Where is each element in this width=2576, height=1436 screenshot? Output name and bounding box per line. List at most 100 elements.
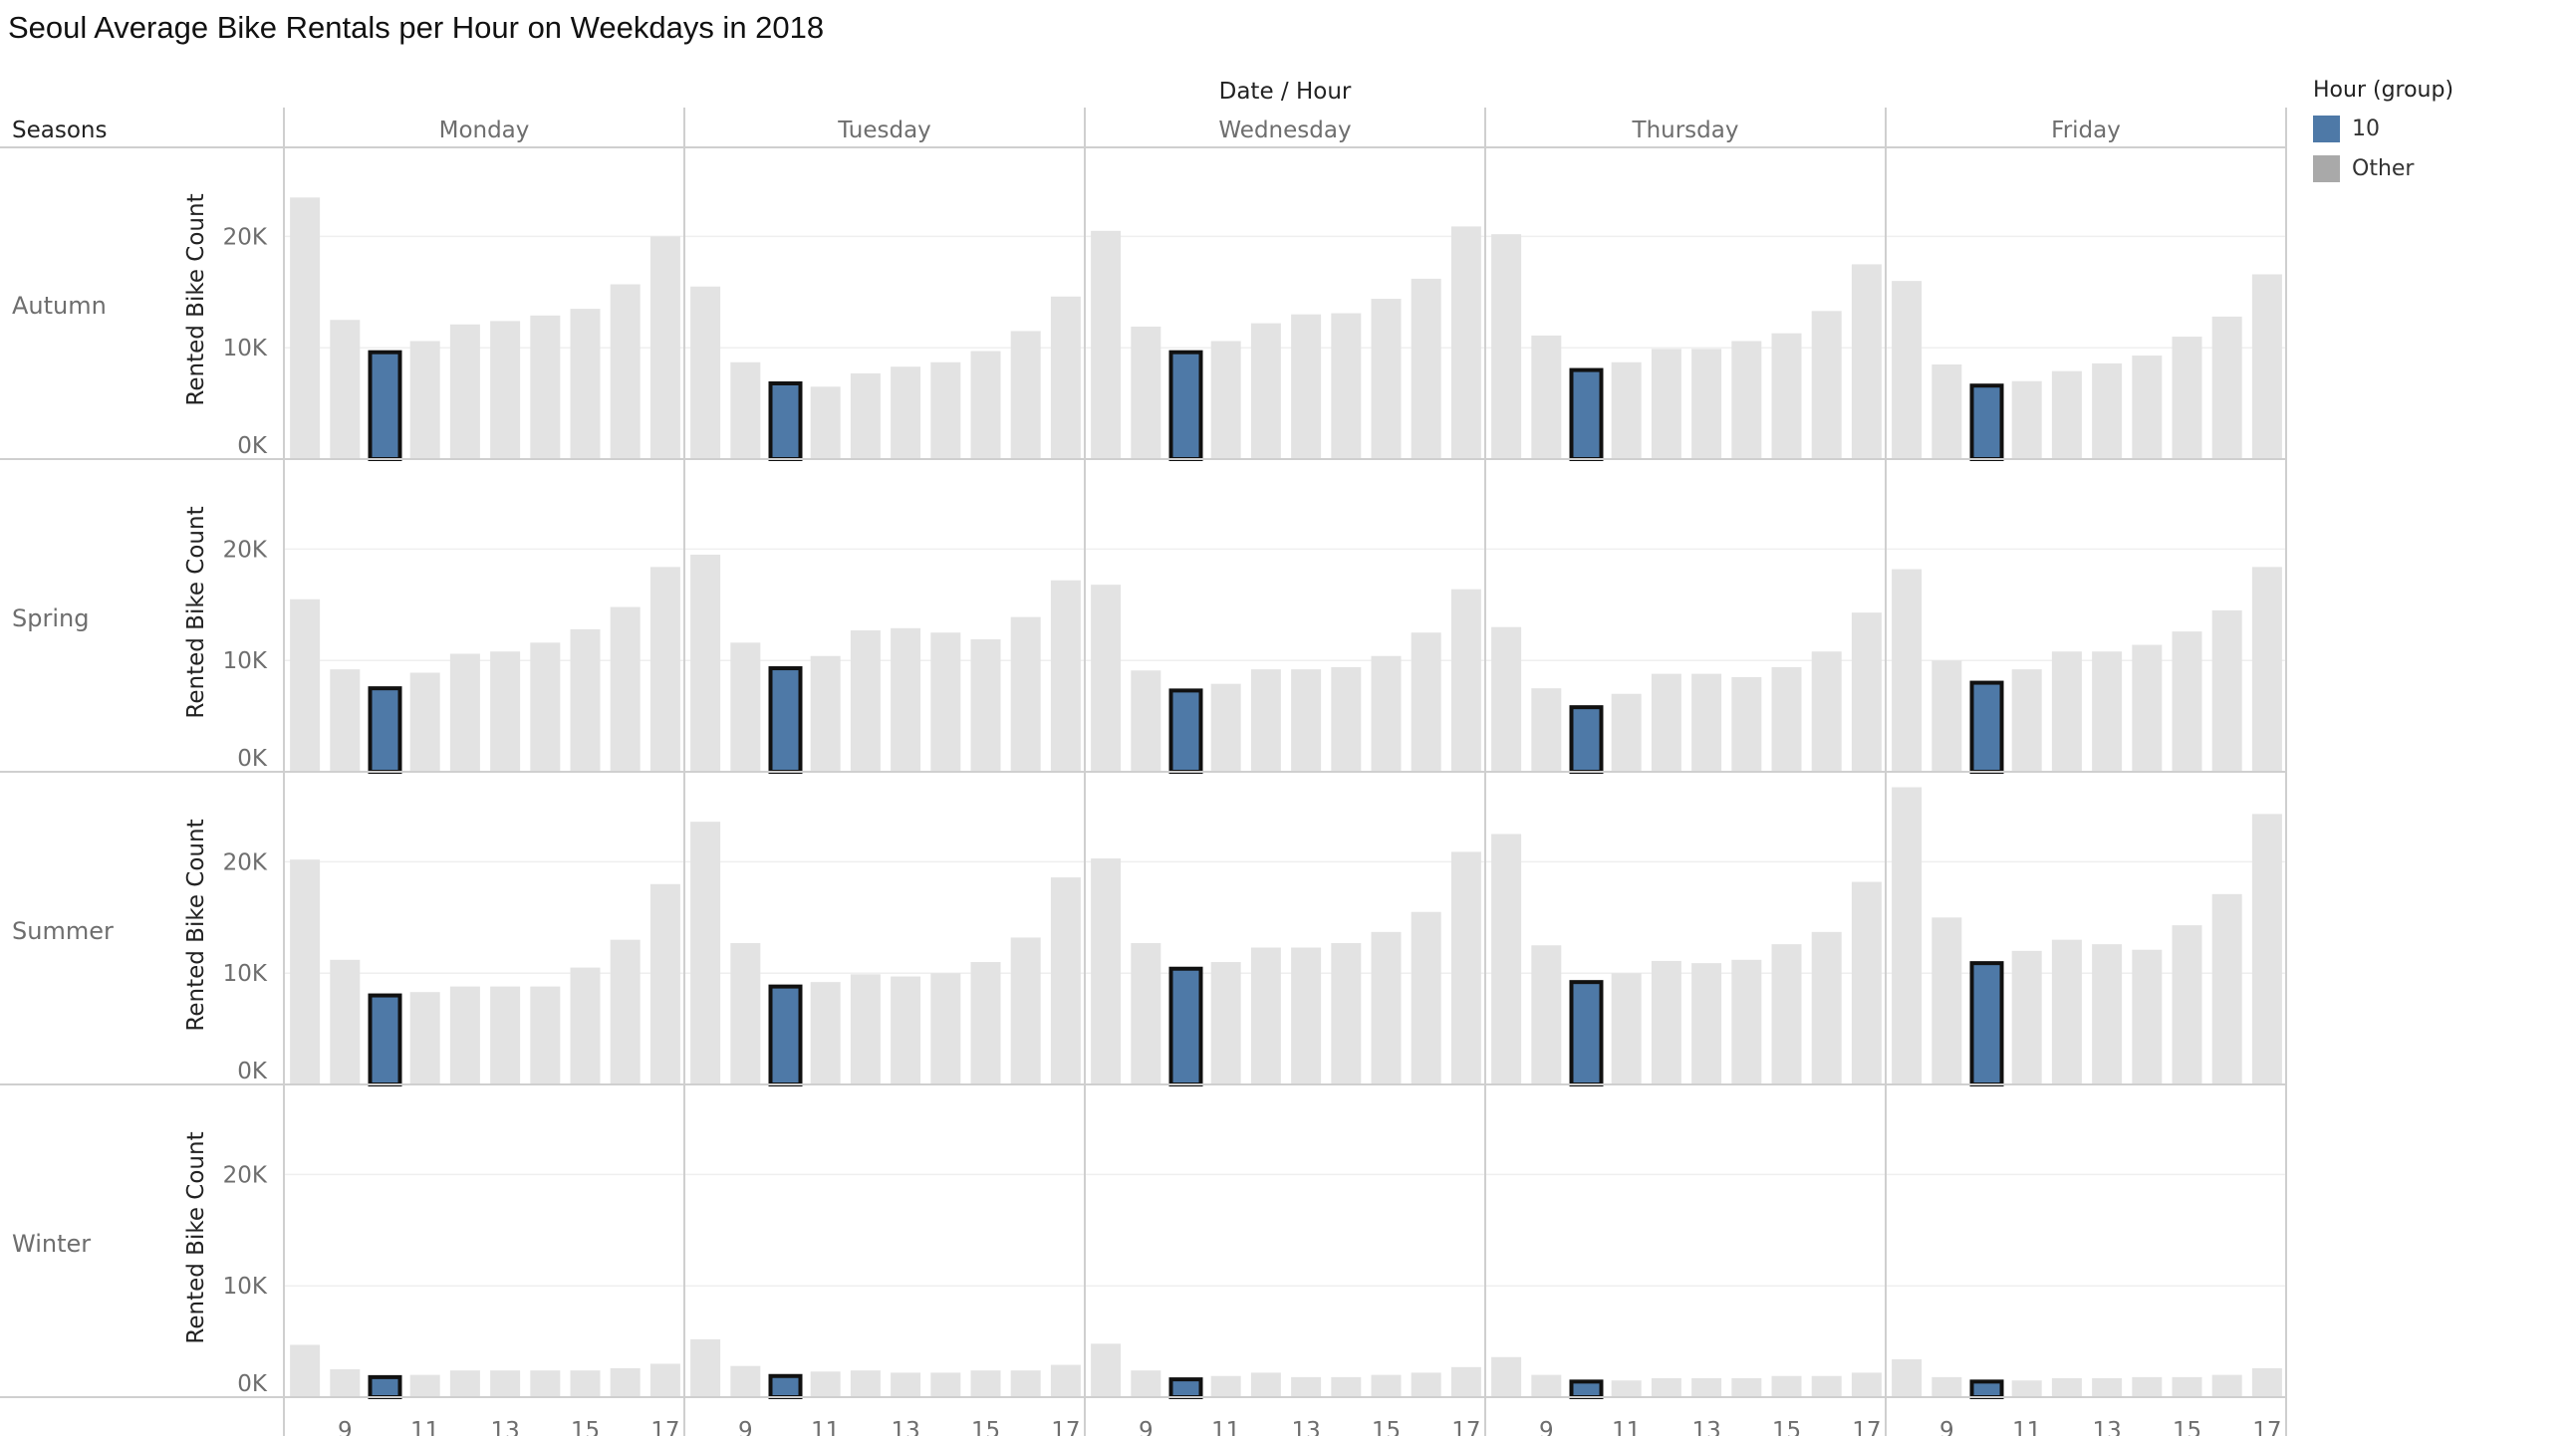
bar-summer-thursday-h9 — [1531, 945, 1562, 1084]
bar-autumn-friday-h10 — [1969, 383, 2004, 462]
bar-autumn-wednesday-h8 — [1091, 230, 1122, 459]
bar-summer-tuesday-h8 — [690, 822, 721, 1084]
legend-label-10: 10 — [2352, 116, 2380, 141]
bar-winter-tuesday-h17 — [1050, 1364, 1081, 1397]
bar-winter-friday-h14 — [2132, 1376, 2163, 1397]
x-tick-label: 13 — [490, 1418, 519, 1436]
bar-winter-wednesday-h17 — [1450, 1366, 1481, 1397]
bar-autumn-monday-h11 — [409, 341, 440, 459]
bar-winter-monday-h9 — [330, 1369, 361, 1397]
bar-summer-friday-h11 — [2011, 950, 2042, 1084]
bar-autumn-monday-h8 — [290, 197, 321, 459]
bar-spring-wednesday-h10 — [1168, 688, 1203, 774]
bar-spring-monday-h8 — [290, 598, 321, 772]
legend-title: Hour (group) — [2313, 78, 2454, 103]
bar-spring-wednesday-h11 — [1210, 683, 1241, 772]
day-header-friday: Friday — [2051, 118, 2121, 143]
bar-winter-thursday-h10 — [1569, 1379, 1604, 1399]
bar-spring-friday-h17 — [2251, 567, 2282, 772]
bar-autumn-thursday-h12 — [1651, 349, 1681, 459]
bar-winter-thursday-h11 — [1611, 1380, 1642, 1397]
bar-spring-friday-h15 — [2172, 631, 2202, 772]
bar-winter-friday-h9 — [1932, 1376, 1962, 1397]
bar-autumn-tuesday-h17 — [1050, 296, 1081, 459]
bar-autumn-wednesday-h13 — [1291, 314, 1322, 459]
bar-summer-wednesday-h9 — [1131, 943, 1161, 1084]
day-header-monday: Monday — [439, 118, 530, 143]
bar-summer-tuesday-h11 — [810, 982, 841, 1084]
bar-summer-wednesday-h14 — [1331, 943, 1362, 1084]
bar-summer-tuesday-h13 — [891, 976, 921, 1084]
bar-autumn-tuesday-h14 — [930, 361, 961, 459]
legend-swatch-other — [2313, 154, 2340, 182]
bar-summer-tuesday-h12 — [850, 974, 881, 1084]
bar-spring-monday-h10 — [368, 686, 402, 774]
bar-summer-monday-h13 — [490, 986, 521, 1084]
bar-spring-tuesday-h12 — [850, 630, 881, 772]
day-header-tuesday: Tuesday — [837, 118, 931, 143]
y-tick-label: 0K — [237, 1059, 268, 1084]
bar-spring-thursday-h13 — [1691, 673, 1722, 772]
bar-spring-friday-h13 — [2092, 651, 2123, 772]
bar-spring-friday-h8 — [1892, 569, 1923, 772]
bar-spring-monday-h14 — [530, 642, 561, 772]
bar-summer-thursday-h17 — [1851, 881, 1882, 1084]
bar-winter-friday-h17 — [2251, 1367, 2282, 1397]
x-tick-label: 11 — [811, 1418, 840, 1436]
bar-spring-monday-h17 — [649, 567, 680, 772]
bar-spring-monday-h13 — [490, 651, 521, 772]
bar-winter-tuesday-h15 — [970, 1370, 1001, 1397]
legend-item-other[interactable]: Other — [2313, 148, 2453, 188]
bar-autumn-wednesday-h17 — [1450, 226, 1481, 459]
bar-spring-tuesday-h16 — [1010, 616, 1041, 772]
bar-summer-wednesday-h11 — [1210, 962, 1241, 1084]
bar-winter-monday-h10 — [368, 1374, 402, 1399]
bar-summer-monday-h10 — [368, 993, 402, 1086]
bar-spring-thursday-h14 — [1731, 676, 1762, 772]
bar-chart-grid: Date / Hour Seasons Monday Tuesday Wednesday… — [0, 79, 2287, 1436]
bar-autumn-tuesday-h10 — [768, 380, 803, 461]
bar-summer-thursday-h8 — [1491, 834, 1522, 1084]
bar-summer-wednesday-h10 — [1168, 966, 1203, 1086]
y-tick-label: 20K — [223, 849, 268, 875]
bar-summer-tuesday-h16 — [1010, 937, 1041, 1084]
bar-summer-wednesday-h13 — [1291, 947, 1322, 1084]
bar-spring-tuesday-h8 — [690, 555, 721, 772]
bar-winter-wednesday-h12 — [1250, 1372, 1281, 1397]
season-label-spring: Spring — [12, 604, 89, 632]
bar-autumn-thursday-h10 — [1569, 367, 1604, 462]
bar-winter-friday-h11 — [2011, 1380, 2042, 1397]
bar-spring-friday-h9 — [1932, 660, 1962, 772]
bar-autumn-thursday-h16 — [1811, 311, 1842, 459]
bar-summer-wednesday-h8 — [1091, 858, 1122, 1084]
bar-summer-monday-h9 — [330, 959, 361, 1084]
bar-winter-tuesday-h13 — [891, 1372, 921, 1397]
bar-winter-monday-h14 — [530, 1370, 561, 1397]
bar-spring-tuesday-h10 — [768, 666, 803, 775]
bar-autumn-tuesday-h11 — [810, 386, 841, 459]
bar-summer-friday-h16 — [2211, 893, 2242, 1084]
bar-winter-thursday-h17 — [1851, 1372, 1882, 1397]
bar-summer-friday-h17 — [2251, 814, 2282, 1084]
bar-summer-monday-h17 — [649, 883, 680, 1084]
bar-summer-thursday-h14 — [1731, 959, 1762, 1084]
bar-spring-wednesday-h14 — [1331, 666, 1362, 772]
bar-winter-thursday-h15 — [1771, 1375, 1802, 1397]
y-tick-label: 10K — [223, 961, 268, 987]
bar-autumn-wednesday-h10 — [1168, 350, 1203, 461]
bar-autumn-friday-h13 — [2092, 362, 2123, 459]
legend-item-10[interactable]: 10 — [2313, 109, 2453, 148]
bar-winter-thursday-h14 — [1731, 1377, 1762, 1397]
bar-spring-wednesday-h12 — [1250, 669, 1281, 772]
bar-spring-wednesday-h8 — [1091, 585, 1122, 772]
bar-winter-thursday-h8 — [1491, 1356, 1522, 1397]
bar-winter-tuesday-h14 — [930, 1372, 961, 1397]
bar-autumn-thursday-h9 — [1531, 335, 1562, 459]
bar-autumn-thursday-h13 — [1691, 349, 1722, 459]
y-tick-label: 20K — [223, 1162, 268, 1188]
x-tick-label: 13 — [2092, 1418, 2121, 1436]
bar-autumn-friday-h12 — [2051, 370, 2082, 459]
bar-summer-tuesday-h9 — [730, 943, 761, 1084]
bar-winter-tuesday-h12 — [850, 1370, 881, 1397]
x-tick-label: 15 — [571, 1418, 600, 1436]
